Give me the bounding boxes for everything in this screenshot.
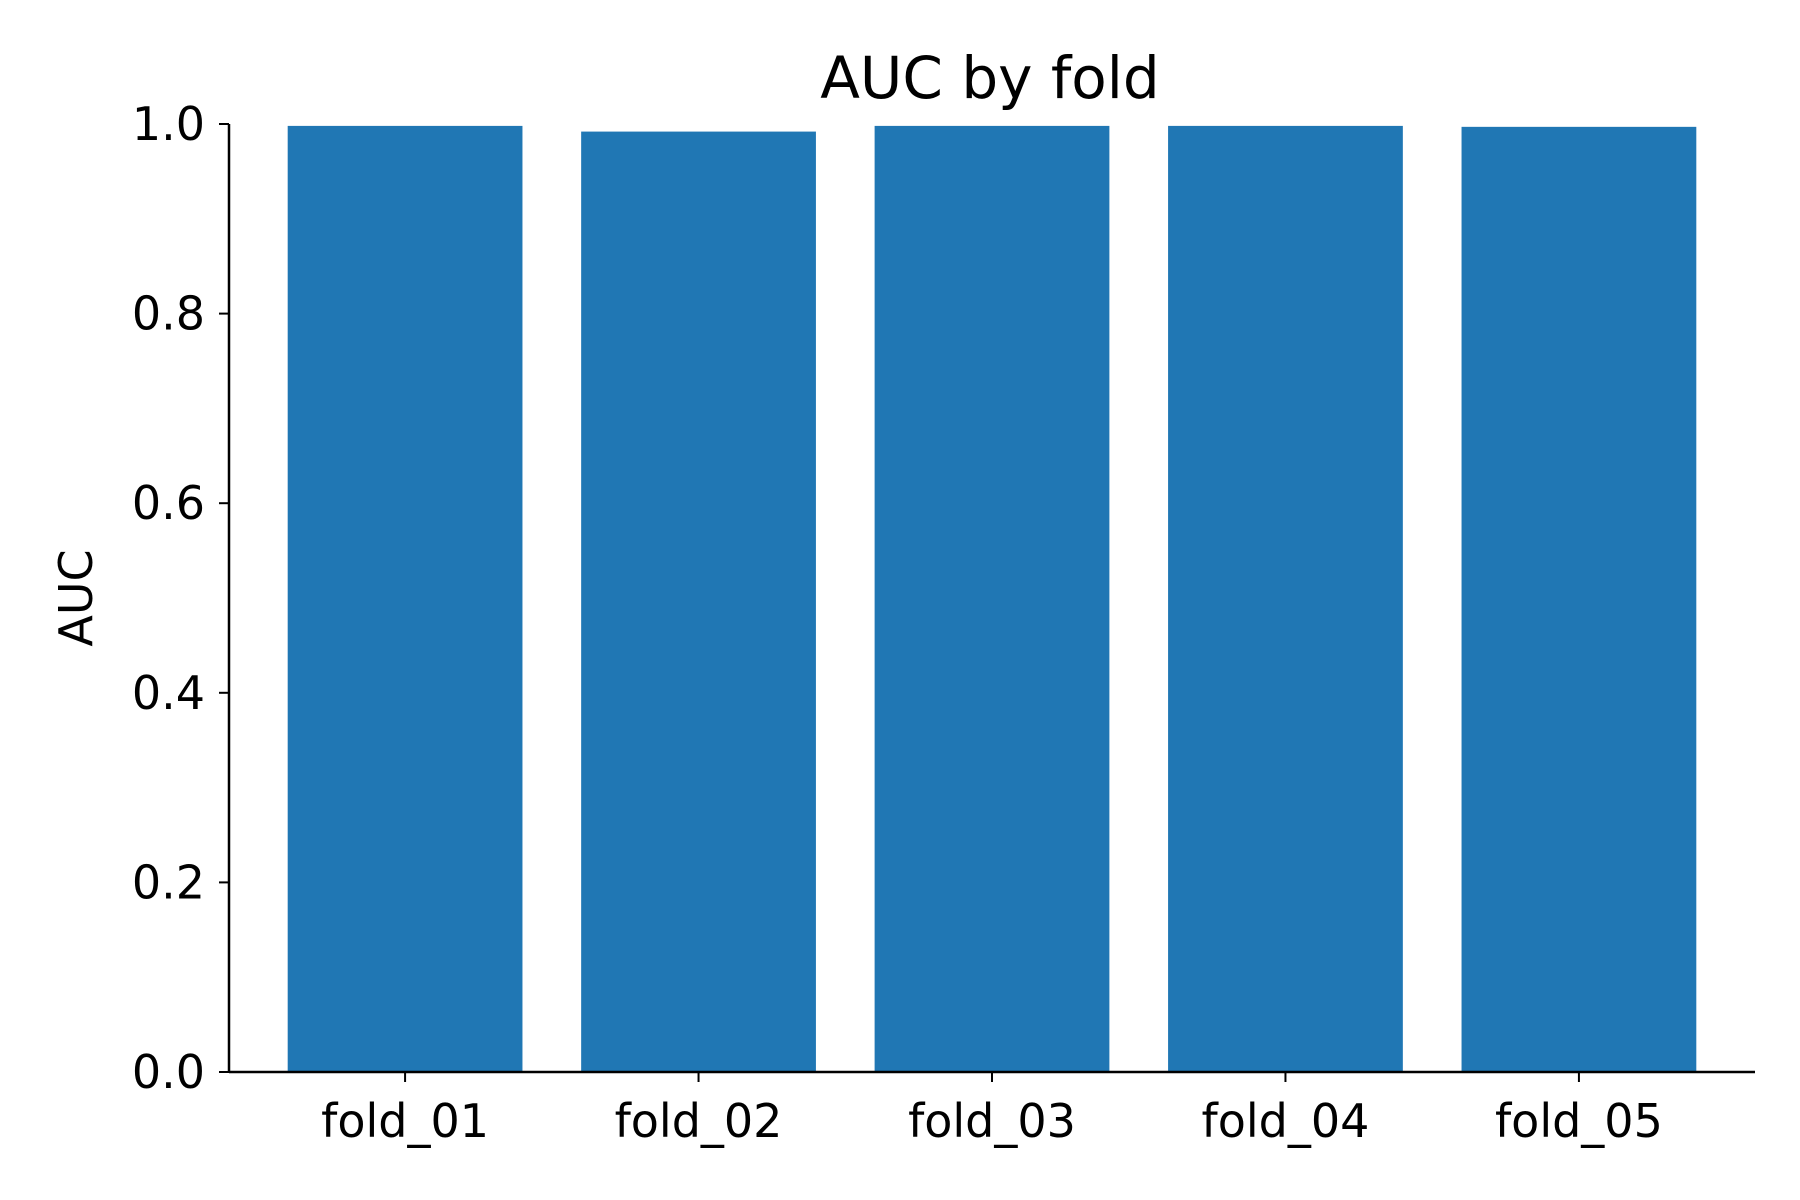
bars-layer [287, 125, 1697, 1073]
y-tick-label: 0.8 [132, 287, 205, 341]
bar-fold_02 [581, 131, 816, 1073]
x-tick-label: fold_05 [1495, 1094, 1663, 1148]
x-axis-ticks: fold_01 fold_02 fold_03 fold_04 fold_05 [321, 1072, 1663, 1148]
bar-fold_03 [874, 125, 1110, 1072]
bar-fold_01 [287, 125, 523, 1072]
y-axis-title: AUC [49, 549, 103, 646]
x-tick-label: fold_02 [615, 1094, 783, 1148]
y-axis-ticks: 0.0 0.2 0.4 0.6 0.8 1.0 [132, 97, 229, 1099]
x-tick-label: fold_01 [321, 1094, 489, 1148]
y-tick-label: 0.6 [132, 476, 205, 530]
y-tick-label: 0.4 [132, 666, 205, 720]
x-tick-label: fold_04 [1202, 1094, 1370, 1148]
bar-fold_05 [1461, 126, 1697, 1073]
y-tick-label: 1.0 [132, 97, 205, 151]
chart-title: AUC by fold [820, 44, 1159, 112]
bar-fold_04 [1168, 125, 1403, 1072]
y-tick-label: 0.0 [132, 1045, 205, 1099]
y-tick-label: 0.2 [132, 855, 205, 909]
x-tick-label: fold_03 [908, 1094, 1076, 1148]
